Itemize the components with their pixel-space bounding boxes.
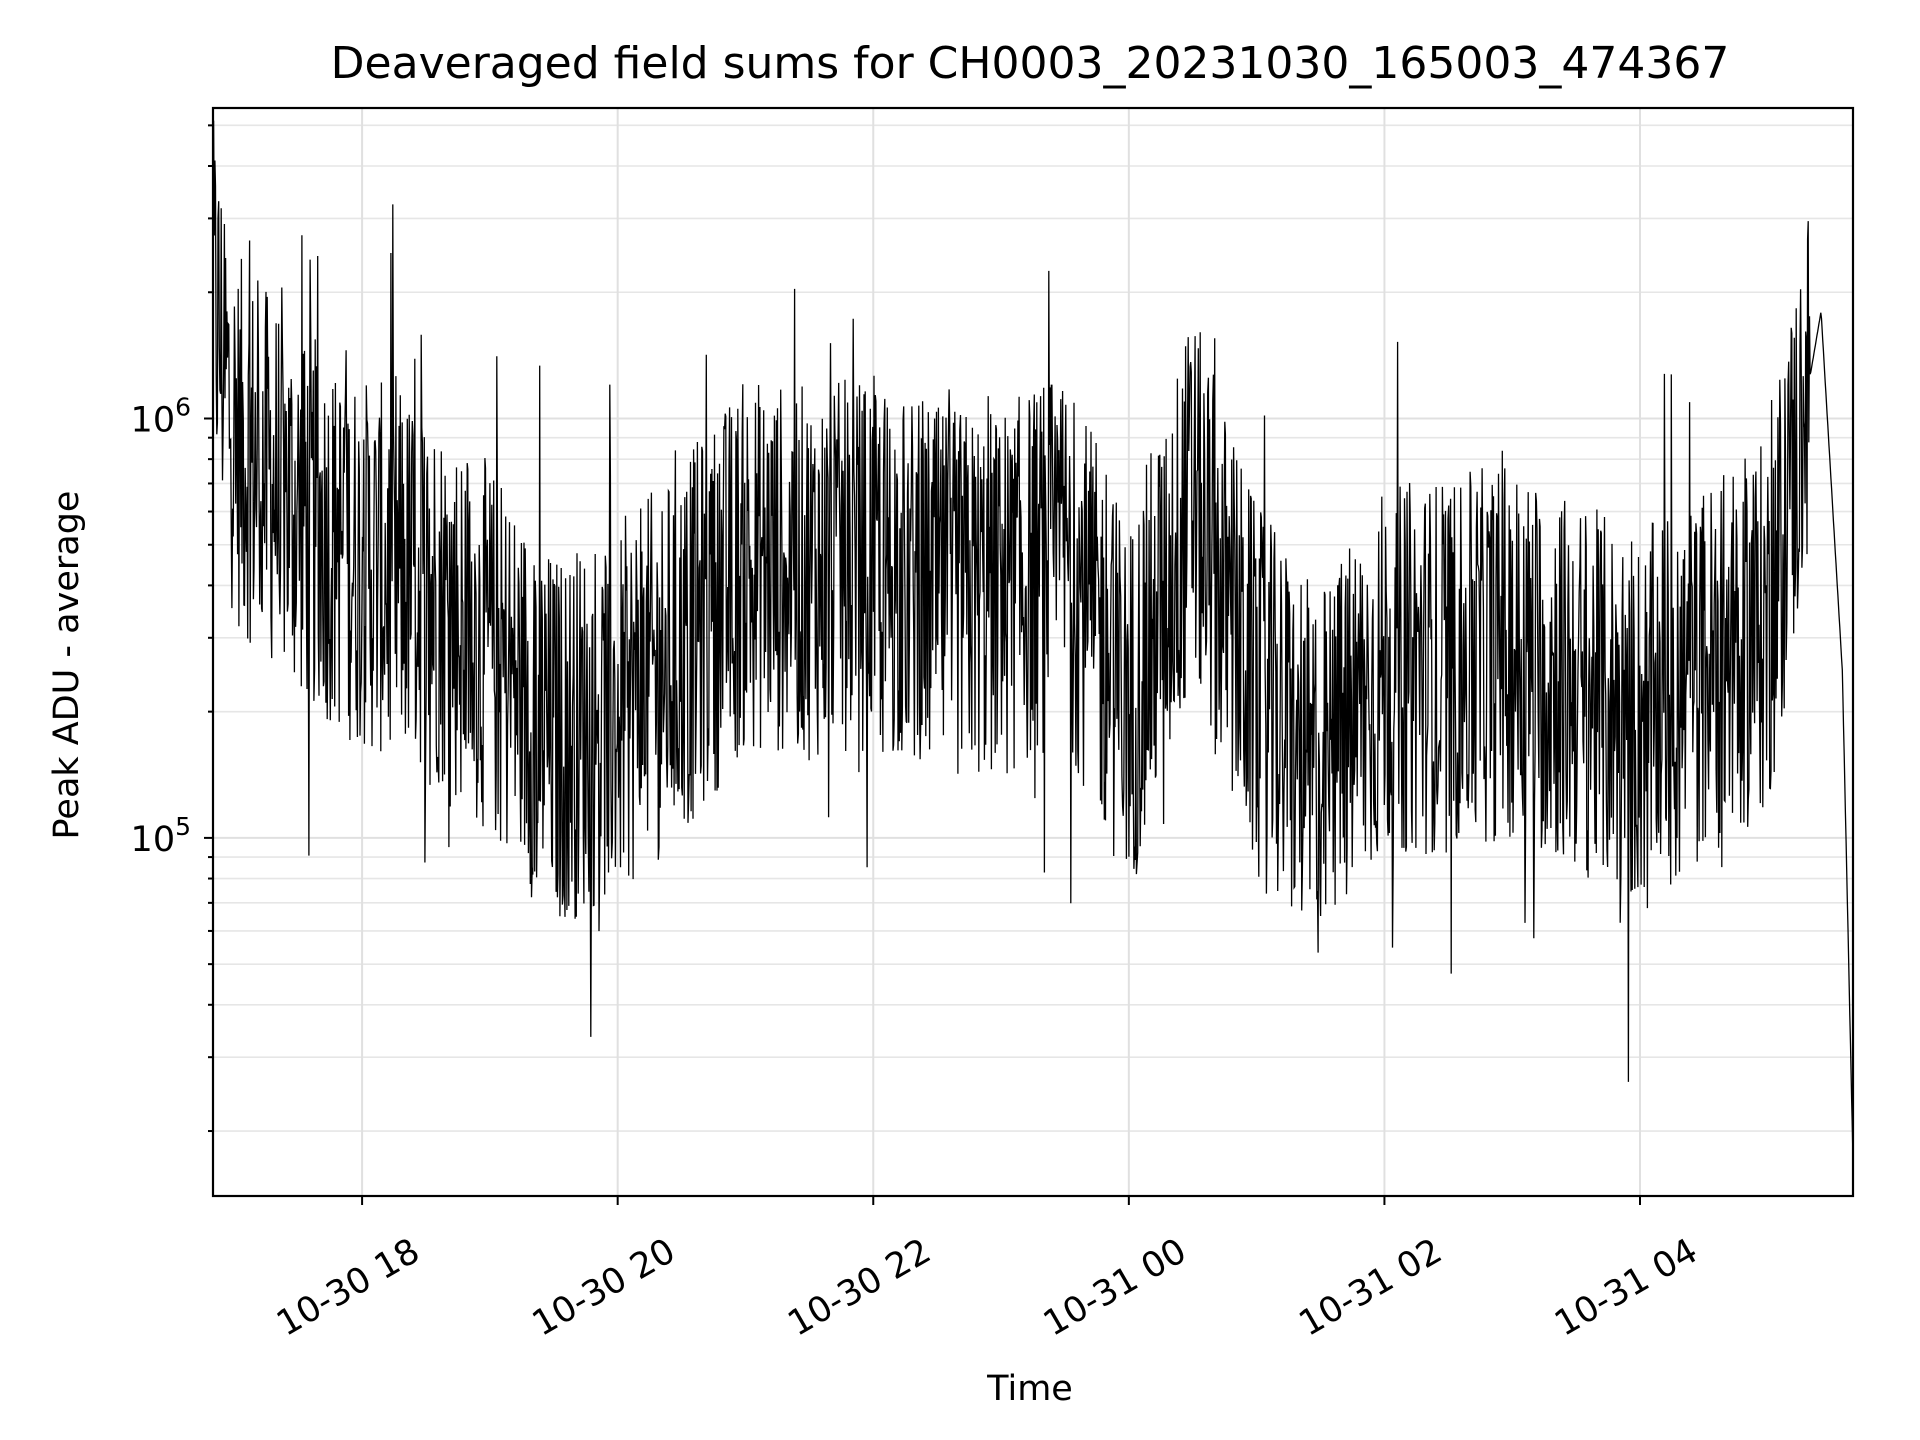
x-tick-label: 10-30 22 [781, 1231, 937, 1344]
data-series-line [212, 120, 1854, 1161]
y-tick-label: 106 [131, 393, 191, 441]
plot-area-frame [211, 106, 1855, 1198]
major-gridlines [213, 108, 1853, 1196]
x-tick-label: 10-31 04 [1548, 1231, 1704, 1344]
y-tick-label: 105 [131, 812, 191, 860]
y-axis: 105 106 [131, 124, 213, 1133]
y-axis-label: Peak ADU - average [47, 491, 87, 840]
x-tick-label: 10-30 18 [270, 1231, 426, 1344]
x-tick-label: 10-31 00 [1037, 1231, 1193, 1344]
x-axis: 10-30 18 10-30 20 10-30 22 10-31 00 10-31 02… [270, 1196, 1705, 1344]
chart-title: Deaveraged field sums for CH0003_2023103… [331, 38, 1730, 89]
x-tick-label: 10-30 20 [526, 1231, 682, 1344]
x-tick-label: 10-31 02 [1293, 1231, 1449, 1344]
x-axis-label: Time [986, 1369, 1073, 1409]
